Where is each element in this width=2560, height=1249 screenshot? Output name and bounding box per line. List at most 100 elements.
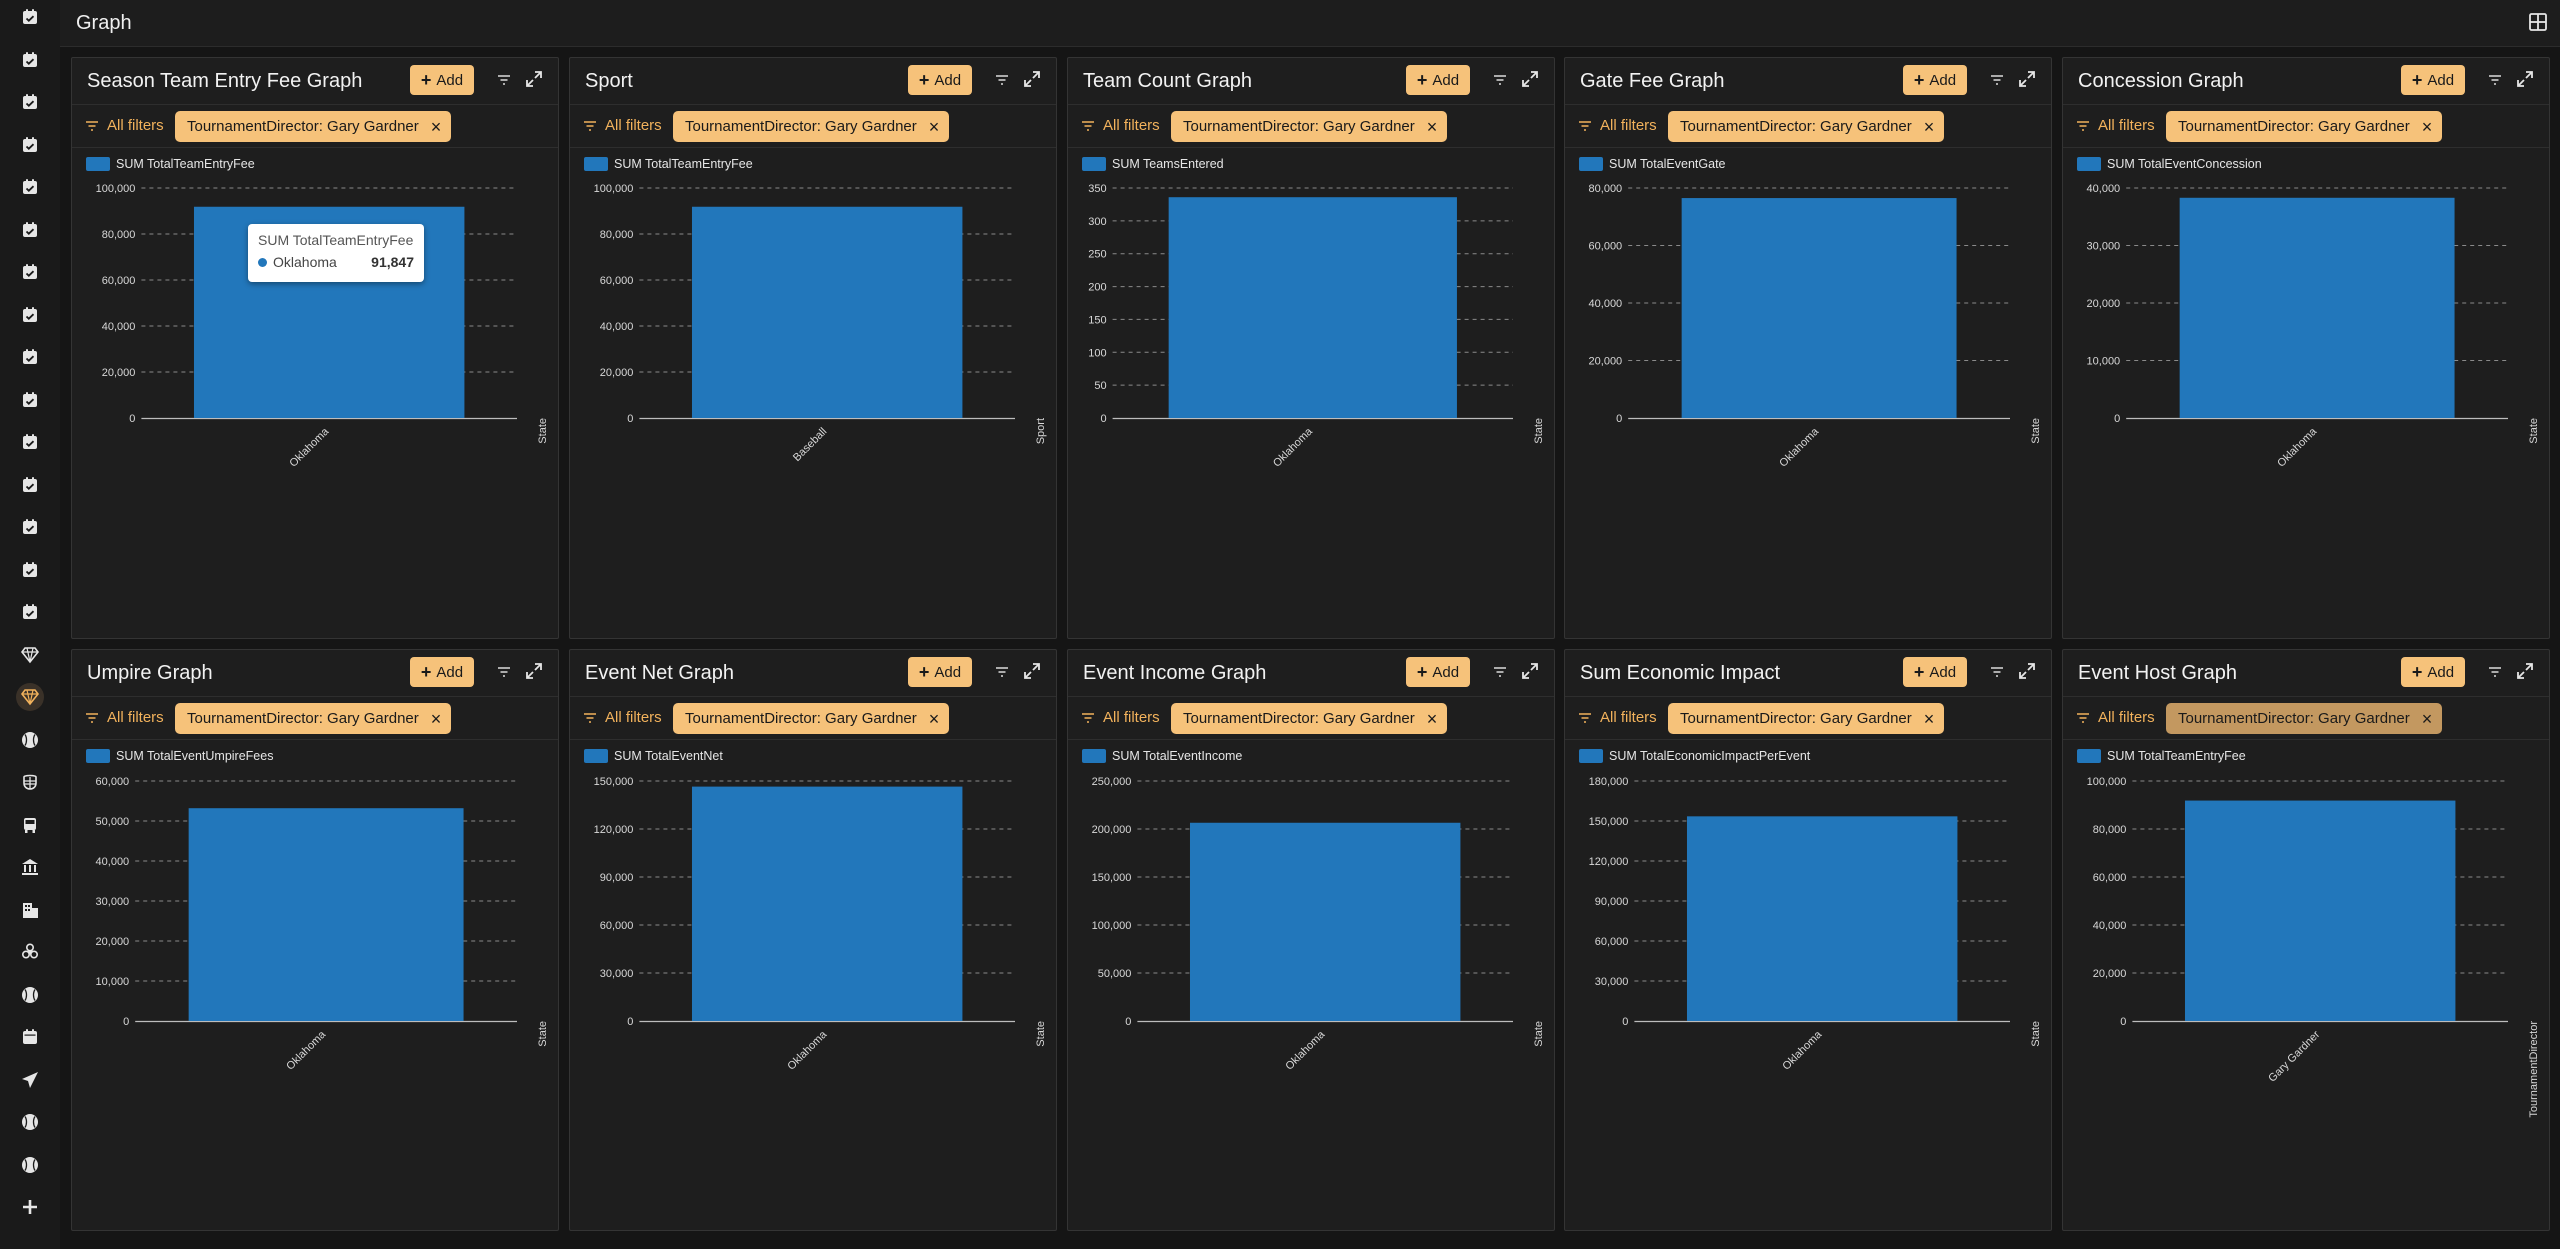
filter-chip[interactable]: TournamentDirector: Gary Gardner × [1668, 111, 1945, 142]
baseball-icon[interactable] [16, 1108, 44, 1136]
baseball-icon[interactable] [16, 981, 44, 1009]
close-icon[interactable]: × [2421, 708, 2433, 729]
chart-legend[interactable]: SUM TotalTeamEntryFee [584, 157, 753, 171]
grid-layout-icon[interactable] [2528, 12, 2548, 32]
close-icon[interactable]: × [1426, 708, 1438, 729]
all-filters-button[interactable]: All filters [582, 709, 662, 726]
calendar-check-icon[interactable] [16, 513, 44, 541]
calendar-check-icon[interactable] [16, 173, 44, 201]
calendar-check-icon[interactable] [16, 428, 44, 456]
bar[interactable] [691, 786, 963, 1021]
close-icon[interactable]: × [1426, 116, 1438, 137]
filter-icon[interactable] [496, 72, 512, 88]
filter-chip[interactable]: TournamentDirector: Gary Gardner × [1171, 111, 1448, 142]
biohazard-icon[interactable] [16, 938, 44, 966]
close-icon[interactable]: × [430, 116, 442, 137]
building-icon[interactable] [16, 896, 44, 924]
chart-legend[interactable]: SUM TotalEventGate [1579, 157, 1726, 171]
close-icon[interactable]: × [1923, 116, 1935, 137]
chart-legend[interactable]: SUM TotalEventConcession [2077, 157, 2262, 171]
all-filters-button[interactable]: All filters [582, 117, 662, 134]
expand-icon[interactable] [1023, 70, 1041, 88]
calendar-check-icon[interactable] [16, 343, 44, 371]
expand-icon[interactable] [2516, 662, 2534, 680]
bar[interactable] [691, 206, 963, 418]
expand-icon[interactable] [1521, 662, 1539, 680]
all-filters-button[interactable]: All filters [2075, 709, 2155, 726]
expand-icon[interactable] [2516, 70, 2534, 88]
bar[interactable] [1189, 822, 1461, 1021]
bar[interactable] [2179, 197, 2455, 418]
close-icon[interactable]: × [928, 116, 940, 137]
calendar-check-icon[interactable] [16, 301, 44, 329]
calendar-icon[interactable] [16, 1023, 44, 1051]
filter-icon[interactable] [2487, 664, 2503, 680]
all-filters-button[interactable]: All filters [1577, 117, 1657, 134]
plus-icon[interactable] [16, 1193, 44, 1221]
expand-icon[interactable] [1521, 70, 1539, 88]
add-button[interactable]: + Add [2401, 657, 2465, 687]
add-button[interactable]: + Add [908, 657, 972, 687]
chart-legend[interactable]: SUM TotalTeamEntryFee [2077, 749, 2246, 763]
calendar-check-icon[interactable] [16, 3, 44, 31]
baseball-icon[interactable] [16, 726, 44, 754]
chart-legend[interactable]: SUM TotalEventIncome [1082, 749, 1242, 763]
filter-icon[interactable] [994, 664, 1010, 680]
all-filters-button[interactable]: All filters [1080, 709, 1160, 726]
filter-icon[interactable] [1492, 72, 1508, 88]
chart-legend[interactable]: SUM TotalEconomicImpactPerEvent [1579, 749, 1810, 763]
calendar-check-icon[interactable] [16, 386, 44, 414]
filter-icon[interactable] [2487, 72, 2503, 88]
bar[interactable] [188, 808, 464, 1021]
calendar-check-icon[interactable] [16, 471, 44, 499]
calendar-check-icon[interactable] [16, 598, 44, 626]
calendar-check-icon[interactable] [16, 556, 44, 584]
add-button[interactable]: + Add [410, 65, 474, 95]
bus-icon[interactable] [16, 811, 44, 839]
filter-chip[interactable]: TournamentDirector: Gary Gardner × [175, 111, 452, 142]
all-filters-button[interactable]: All filters [1080, 117, 1160, 134]
add-button[interactable]: + Add [410, 657, 474, 687]
filter-chip[interactable]: TournamentDirector: Gary Gardner × [2166, 111, 2443, 142]
filter-chip[interactable]: TournamentDirector: Gary Gardner × [2166, 703, 2443, 734]
expand-icon[interactable] [1023, 662, 1041, 680]
bar[interactable] [1686, 816, 1958, 1021]
calendar-check-icon[interactable] [16, 88, 44, 116]
chart-legend[interactable]: SUM TeamsEntered [1082, 157, 1224, 171]
expand-icon[interactable] [525, 70, 543, 88]
add-button[interactable]: + Add [1903, 65, 1967, 95]
send-icon[interactable] [16, 1066, 44, 1094]
calendar-check-icon[interactable] [16, 131, 44, 159]
add-button[interactable]: + Add [908, 65, 972, 95]
bar[interactable] [1681, 198, 1957, 418]
baseball-icon[interactable] [16, 1151, 44, 1179]
close-icon[interactable]: × [1923, 708, 1935, 729]
close-icon[interactable]: × [928, 708, 940, 729]
all-filters-button[interactable]: All filters [84, 709, 164, 726]
bank-icon[interactable] [16, 853, 44, 881]
expand-icon[interactable] [2018, 70, 2036, 88]
filter-chip[interactable]: TournamentDirector: Gary Gardner × [673, 703, 950, 734]
chart-legend[interactable]: SUM TotalEventUmpireFees [86, 749, 273, 763]
close-icon[interactable]: × [2421, 116, 2433, 137]
diamond-icon[interactable] [16, 641, 44, 669]
calendar-check-icon[interactable] [16, 258, 44, 286]
calendar-check-icon[interactable] [16, 216, 44, 244]
calendar-check-icon[interactable] [16, 46, 44, 74]
expand-icon[interactable] [525, 662, 543, 680]
umpire-mask-icon[interactable] [16, 768, 44, 796]
add-button[interactable]: + Add [2401, 65, 2465, 95]
filter-chip[interactable]: TournamentDirector: Gary Gardner × [175, 703, 452, 734]
close-icon[interactable]: × [430, 708, 442, 729]
filter-icon[interactable] [994, 72, 1010, 88]
expand-icon[interactable] [2018, 662, 2036, 680]
chart-legend[interactable]: SUM TotalTeamEntryFee [86, 157, 255, 171]
add-button[interactable]: + Add [1406, 65, 1470, 95]
filter-icon[interactable] [1492, 664, 1508, 680]
diamond-icon[interactable] [16, 683, 44, 711]
filter-chip[interactable]: TournamentDirector: Gary Gardner × [1668, 703, 1945, 734]
filter-icon[interactable] [1989, 72, 2005, 88]
all-filters-button[interactable]: All filters [2075, 117, 2155, 134]
chart-legend[interactable]: SUM TotalEventNet [584, 749, 723, 763]
all-filters-button[interactable]: All filters [1577, 709, 1657, 726]
